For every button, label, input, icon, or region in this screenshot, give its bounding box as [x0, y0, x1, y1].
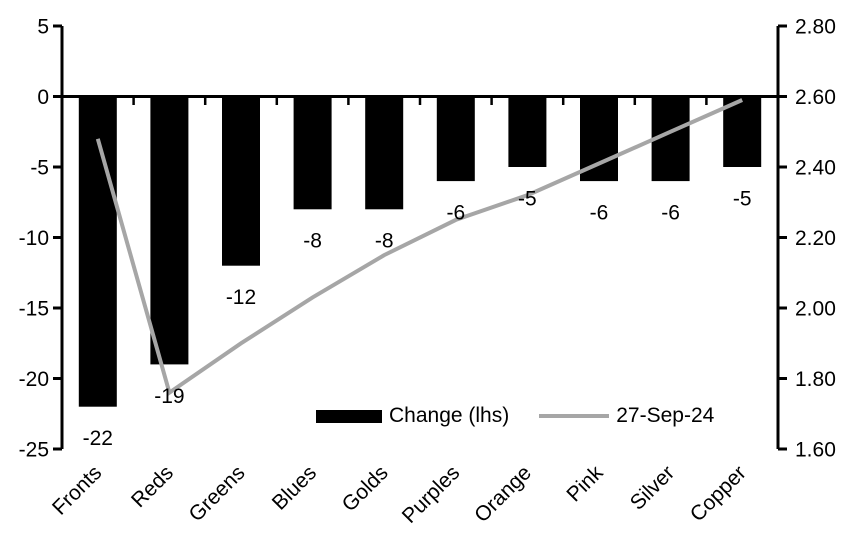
x-category-label: Copper	[686, 461, 751, 526]
bar-copper	[723, 96, 762, 167]
left-axis-label: -20	[19, 368, 49, 391]
left-axis-label: -10	[19, 227, 49, 250]
bar-data-label: -5	[518, 187, 537, 210]
right-axis-label: 2.60	[795, 86, 836, 109]
left-axis-label: 5	[37, 15, 49, 38]
bar-data-label: -8	[303, 230, 322, 253]
legend-line-swatch-icon	[539, 414, 610, 418]
bar-reds	[150, 96, 189, 365]
bar-orange	[508, 96, 547, 167]
bar-greens	[222, 96, 260, 266]
series-line	[95, 98, 744, 396]
right-axis-label: 2.40	[795, 156, 836, 179]
x-category-label: Greens	[185, 461, 250, 526]
bar-purples	[436, 96, 475, 182]
left-axis-label: -15	[19, 297, 49, 320]
legend-bar-swatch-icon	[316, 409, 382, 423]
right-axis-label: 2.80	[795, 15, 836, 38]
legend-bar-label: Change (lhs)	[389, 404, 510, 427]
bar-data-label: -5	[733, 187, 752, 210]
left-axis-label: 0	[37, 86, 49, 109]
right-axis-label: 2.00	[795, 297, 836, 320]
bar-data-label: -6	[446, 201, 465, 224]
x-category-label: Fronts	[48, 461, 106, 519]
left-axis-label: -25	[19, 438, 49, 461]
right-axis-label: 1.80	[795, 368, 836, 391]
bar-data-label: -19	[154, 385, 184, 408]
bar-data-label: -22	[83, 427, 113, 450]
x-category-label: Silver	[626, 461, 679, 514]
bar-blues	[293, 96, 332, 210]
x-category-label: Pink	[562, 461, 608, 507]
x-category-label: Blues	[268, 461, 321, 514]
legend-line-label: 27-Sep-24	[616, 404, 715, 427]
x-category-label: Reds	[127, 461, 178, 512]
left-axis-label: -5	[30, 156, 49, 179]
x-category-label: Purples	[398, 461, 465, 528]
right-axis-label: 2.20	[795, 227, 836, 250]
right-axis-label: 1.60	[795, 438, 836, 461]
x-category-label: Golds	[338, 461, 393, 516]
bar-golds	[365, 96, 404, 210]
bar-data-label: -12	[226, 286, 256, 309]
legend: Change (lhs) 27-Sep-24	[316, 403, 714, 429]
bar-data-label: -6	[590, 201, 609, 224]
x-category-label: Orange	[470, 461, 536, 527]
bar-data-label: -8	[375, 230, 394, 253]
bar-fronts	[78, 96, 117, 407]
bar-data-label: -6	[661, 201, 680, 224]
